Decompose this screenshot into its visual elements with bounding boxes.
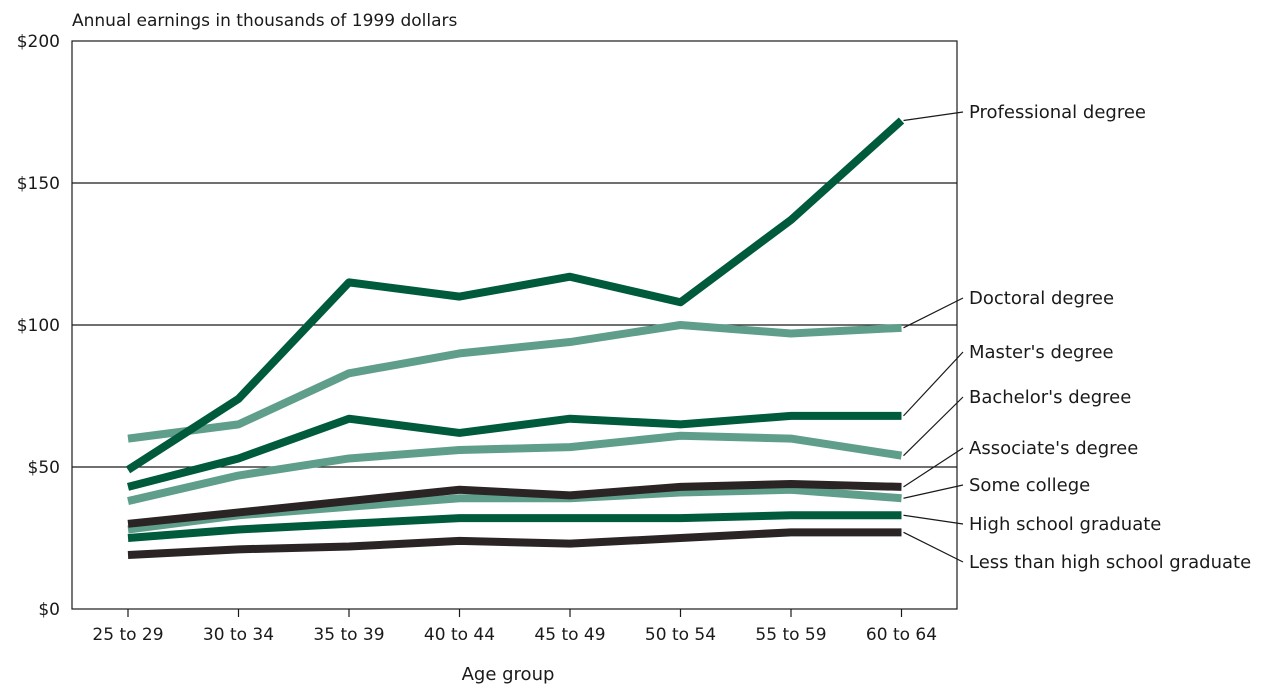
leader-line (903, 396, 964, 457)
y-tick-label: $150 (17, 174, 60, 194)
leader-line (903, 111, 964, 122)
leader-line (903, 447, 964, 488)
series-label: Some college (969, 475, 1090, 496)
leader-line (903, 297, 964, 329)
x-tick-label: 30 to 34 (203, 625, 274, 645)
series-line-less-than-high-school-graduate (127, 528, 902, 560)
x-tick-label: 45 to 49 (534, 625, 605, 645)
leader-line (903, 484, 964, 499)
y-tick-label: $200 (17, 32, 60, 52)
y-tick-label: $100 (17, 316, 60, 336)
x-tick-label: 60 to 64 (866, 625, 937, 645)
y-tick-labels: $0 $50 $100 $150 $200 (17, 32, 60, 620)
plot-frame (71, 40, 958, 610)
series-line-high-school-graduate (127, 511, 902, 542)
y-axis-title: Annual earnings in thousands of 1999 dol… (72, 11, 458, 31)
series-label: Associate's degree (969, 438, 1138, 459)
leader-line (903, 531, 964, 563)
x-axis-title: Age group (462, 664, 555, 685)
x-tick-label: 35 to 39 (313, 625, 384, 645)
series-labels: Professional degree Doctoral degree Master… (969, 102, 1251, 573)
series-line-master-s-degree (127, 411, 902, 491)
x-tick-label: 50 to 54 (645, 625, 716, 645)
label-leader-lines (903, 111, 964, 563)
leader-line (903, 351, 964, 417)
series-label: Bachelor's degree (969, 387, 1131, 408)
y-tick-label: $0 (38, 600, 60, 620)
leader-line (903, 514, 964, 525)
series-label: Less than high school graduate (969, 552, 1251, 573)
x-tick-labels: 25 to 29 30 to 34 35 to 39 40 to 44 45 to 49… (92, 609, 937, 645)
x-tick-label: 25 to 29 (92, 625, 163, 645)
series-line-bachelor-s-degree (127, 431, 903, 505)
series-lines (125, 117, 905, 560)
y-tick-label: $50 (28, 458, 60, 478)
series-line-associate-s-degree (127, 480, 902, 528)
series-line-doctoral-degree (127, 321, 902, 443)
series-label: Professional degree (969, 102, 1146, 123)
x-tick-label: 55 to 59 (755, 625, 826, 645)
x-tick-label: 40 to 44 (424, 625, 495, 645)
series-label: Doctoral degree (969, 288, 1114, 309)
series-label: Master's degree (969, 342, 1114, 363)
series-label: High school graduate (969, 514, 1161, 535)
series-line-professional-degree (125, 117, 905, 474)
